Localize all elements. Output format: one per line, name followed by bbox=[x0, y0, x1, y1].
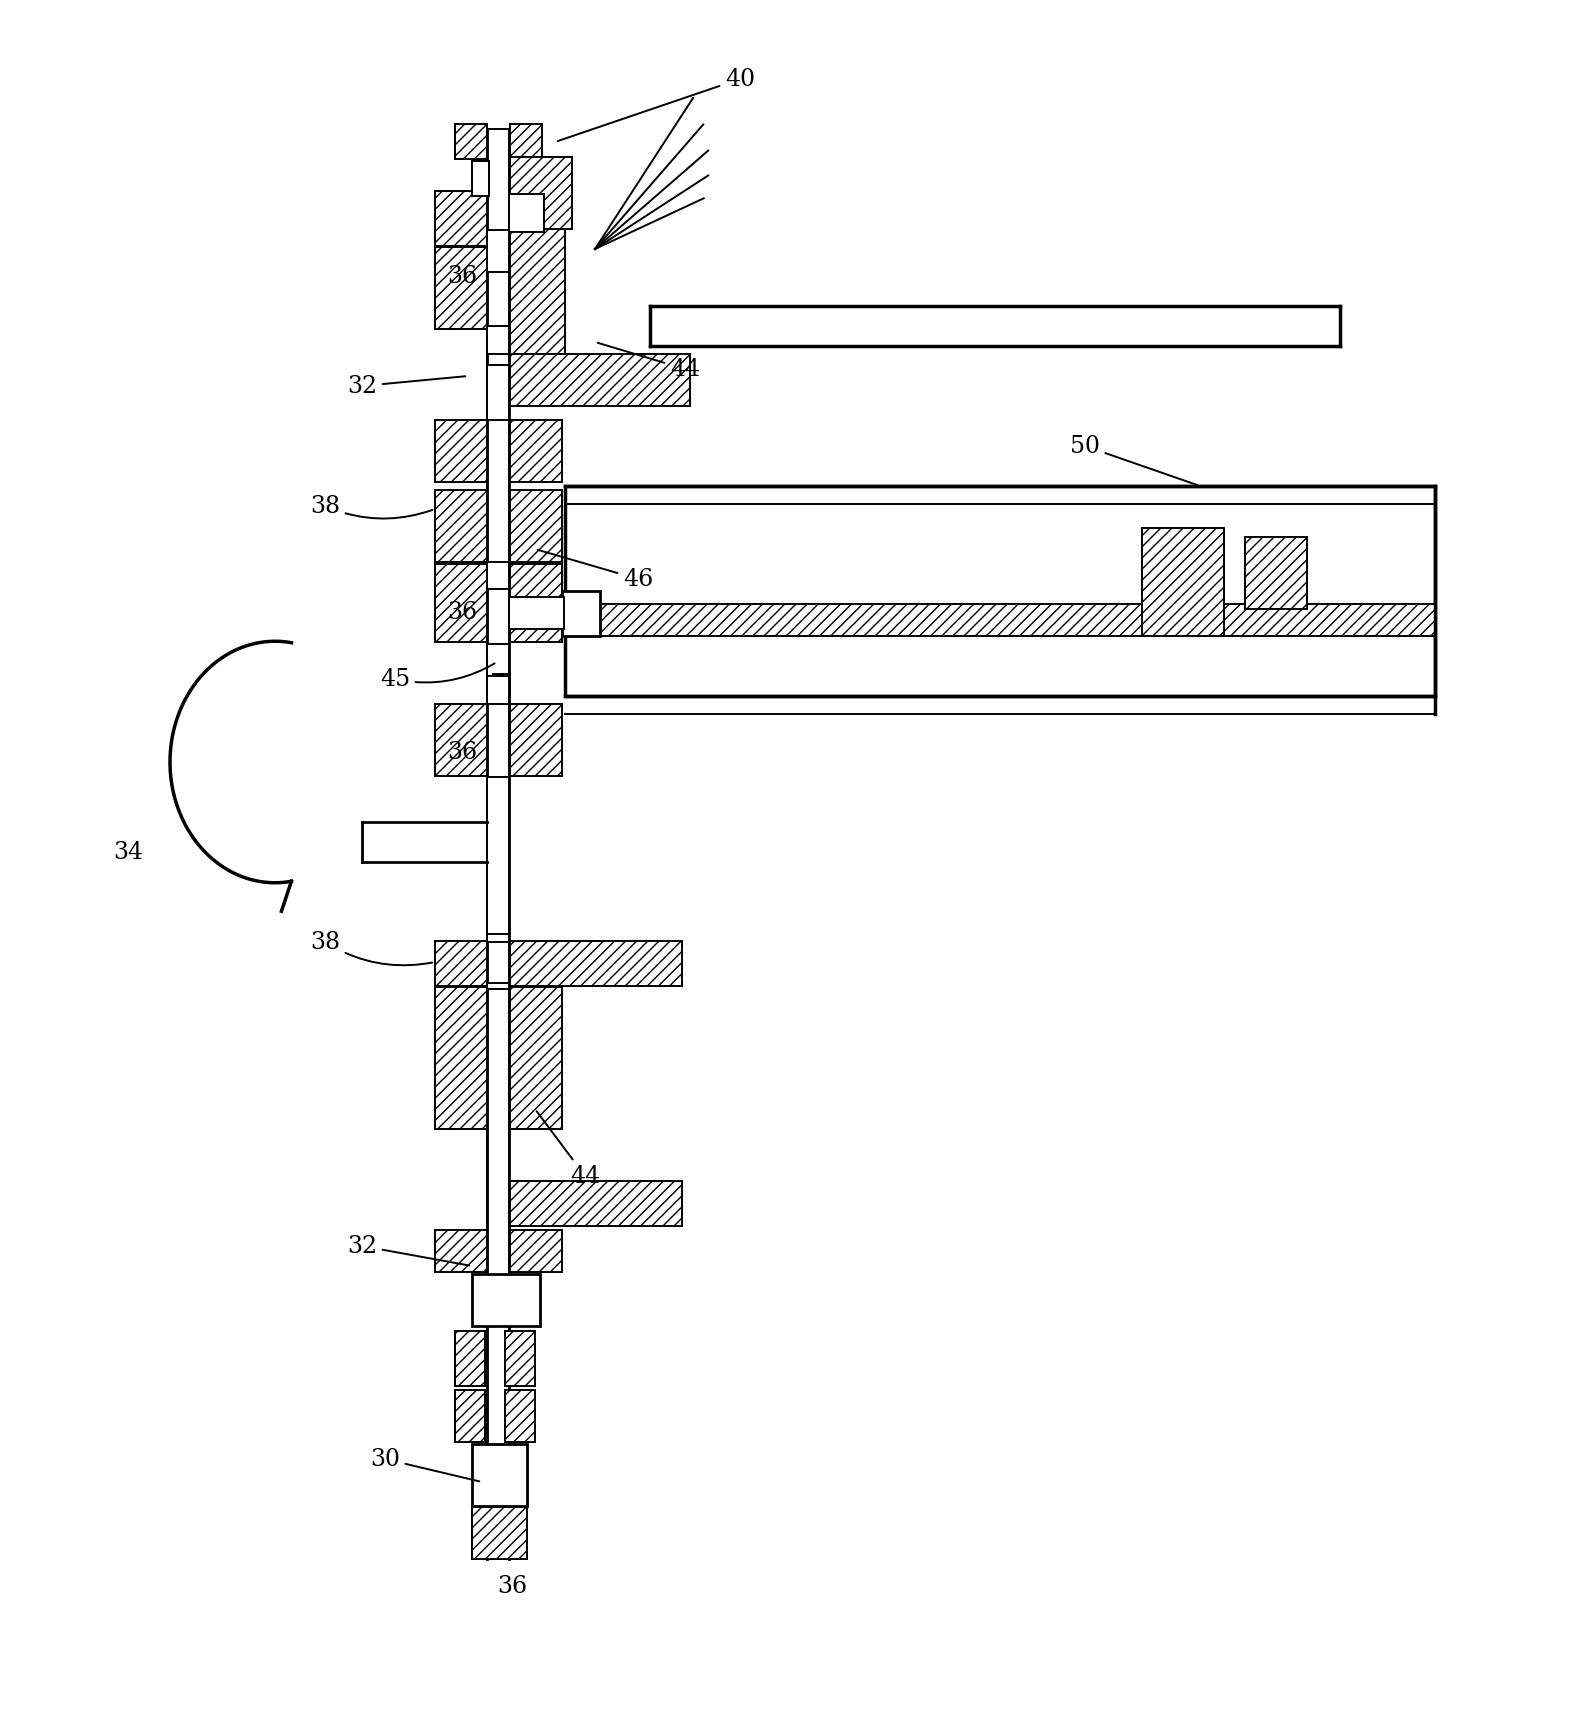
Text: 36: 36 bbox=[497, 1575, 527, 1597]
Bar bbox=[510, 704, 562, 776]
Bar bbox=[510, 987, 562, 1130]
Bar bbox=[502, 675, 510, 696]
Bar bbox=[435, 490, 486, 562]
Bar bbox=[510, 158, 573, 230]
Bar bbox=[510, 564, 562, 643]
Bar bbox=[510, 125, 541, 159]
Bar bbox=[472, 1445, 527, 1507]
Bar bbox=[486, 365, 508, 420]
Bar bbox=[510, 490, 562, 562]
Text: 46: 46 bbox=[538, 550, 653, 591]
Bar bbox=[1142, 528, 1224, 636]
Bar bbox=[562, 591, 599, 636]
Text: 50: 50 bbox=[1070, 435, 1197, 485]
Text: 36: 36 bbox=[447, 602, 477, 624]
Bar bbox=[510, 230, 565, 355]
Text: 34: 34 bbox=[113, 842, 143, 864]
Bar bbox=[510, 1231, 562, 1272]
Bar bbox=[435, 564, 486, 643]
Bar bbox=[1244, 538, 1307, 610]
Bar bbox=[435, 420, 486, 483]
Bar bbox=[510, 355, 690, 406]
Bar bbox=[486, 934, 508, 943]
Text: 45: 45 bbox=[380, 663, 494, 691]
Bar bbox=[486, 327, 508, 355]
Bar bbox=[510, 420, 562, 483]
Bar bbox=[493, 675, 504, 696]
Bar bbox=[435, 1231, 486, 1272]
Text: 44: 44 bbox=[598, 343, 700, 381]
Bar bbox=[882, 530, 1117, 605]
Bar bbox=[510, 1181, 683, 1226]
Bar bbox=[486, 231, 508, 273]
Bar bbox=[505, 1332, 535, 1387]
Text: 40: 40 bbox=[557, 69, 755, 142]
Bar bbox=[510, 941, 683, 987]
Bar bbox=[565, 487, 1436, 696]
Bar bbox=[435, 704, 486, 776]
Bar bbox=[472, 1274, 540, 1327]
Text: 36: 36 bbox=[447, 740, 477, 764]
Bar bbox=[639, 530, 858, 605]
Bar bbox=[508, 598, 563, 629]
Bar bbox=[472, 161, 490, 197]
Text: 32: 32 bbox=[347, 1234, 469, 1265]
Bar bbox=[435, 192, 486, 247]
Text: 44: 44 bbox=[537, 1112, 599, 1188]
Bar bbox=[455, 1332, 485, 1387]
Text: 30: 30 bbox=[370, 1448, 479, 1481]
Text: 36: 36 bbox=[447, 266, 477, 288]
Bar bbox=[455, 1390, 485, 1441]
Bar bbox=[486, 562, 508, 590]
Bar bbox=[486, 677, 508, 704]
Bar bbox=[486, 984, 508, 989]
Text: 32: 32 bbox=[347, 375, 466, 398]
Bar bbox=[435, 987, 486, 1130]
Bar bbox=[565, 605, 1436, 636]
Bar bbox=[486, 130, 508, 1560]
Bar bbox=[472, 1507, 527, 1560]
Text: 38: 38 bbox=[311, 931, 433, 965]
Bar bbox=[508, 195, 544, 233]
Bar bbox=[455, 125, 486, 159]
Bar bbox=[435, 249, 486, 329]
Bar bbox=[505, 1390, 535, 1441]
Bar bbox=[435, 941, 486, 987]
Text: 38: 38 bbox=[311, 495, 433, 519]
Bar bbox=[486, 778, 508, 939]
Bar bbox=[486, 644, 508, 703]
